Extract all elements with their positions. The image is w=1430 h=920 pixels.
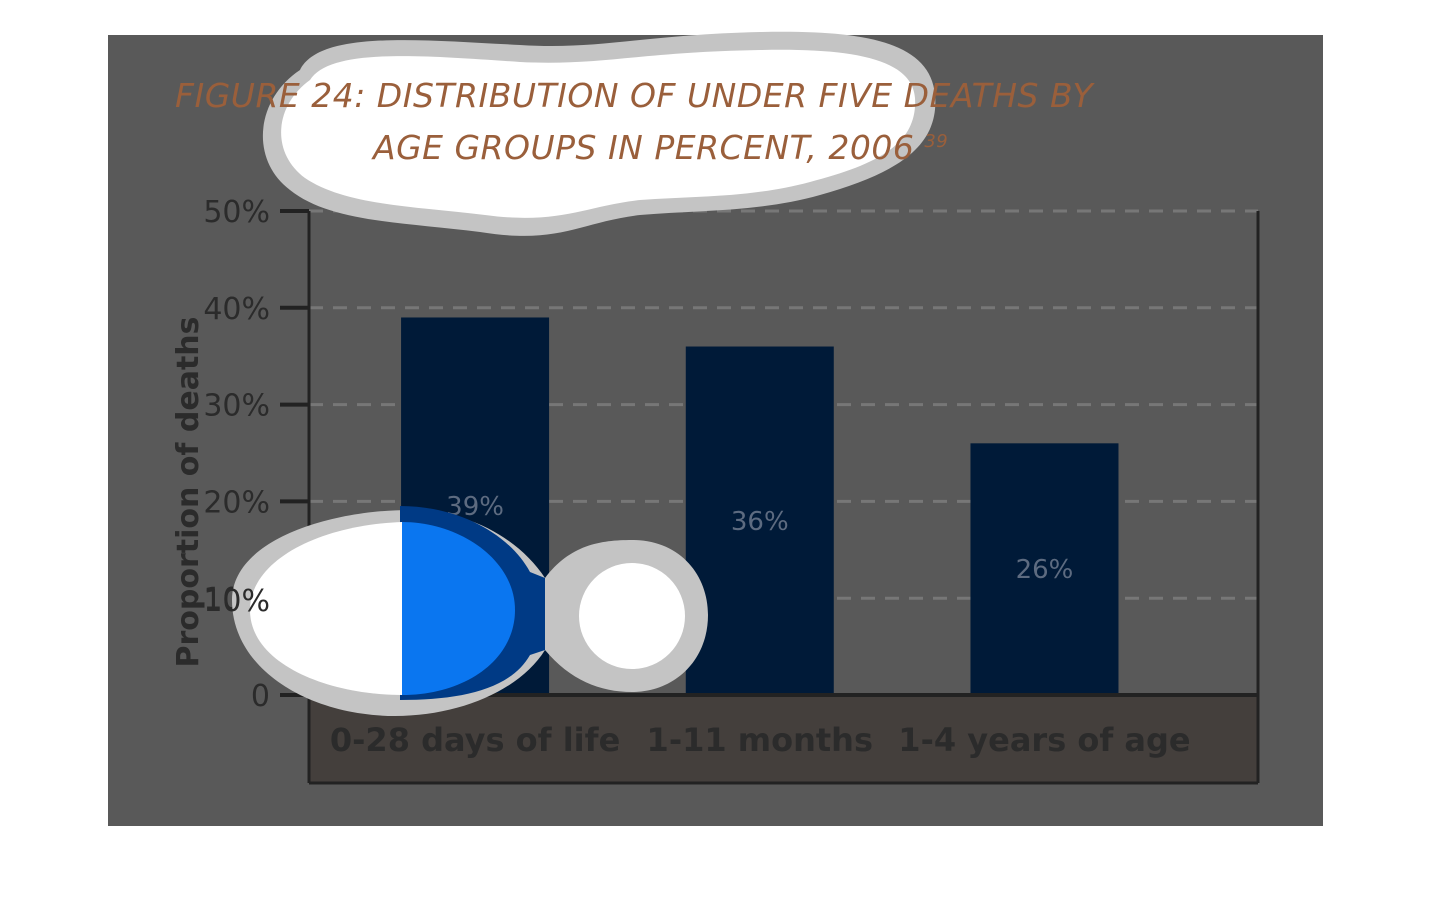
cursor-blob-white <box>250 522 402 695</box>
chart-title-line-2: AGE GROUPS IN PERCENT, 2006 39 <box>371 128 948 167</box>
chart-title-line-2-text: AGE GROUPS IN PERCENT, 2006 <box>371 128 914 167</box>
cursor-dot <box>579 563 685 669</box>
x-axis-band <box>309 697 1258 783</box>
cursor-highlight-blue <box>402 522 515 695</box>
bars <box>401 317 1119 695</box>
xtick-label-1: 1-11 months <box>647 721 873 759</box>
ytick-label-20: 20% <box>203 485 270 520</box>
ytick-label-0: 0 <box>251 679 270 714</box>
data-label-2: 26% <box>1016 555 1074 585</box>
xtick-label-2: 1-4 years of age <box>898 721 1190 759</box>
data-label-1: 36% <box>731 507 789 537</box>
title-blob <box>281 49 916 218</box>
title-superscript: 39 <box>924 131 948 152</box>
y-axis-label: Proportion of deaths <box>171 316 206 667</box>
xtick-label-0: 0-28 days of life <box>330 721 620 759</box>
ytick-label-40: 40% <box>203 292 270 327</box>
chart-title-line-1: FIGURE 24: DISTRIBUTION OF UNDER FIVE DE… <box>175 76 1096 115</box>
ytick-label-50: 50% <box>203 195 270 230</box>
bar-1 <box>685 346 834 695</box>
ytick-label-30: 30% <box>203 389 270 424</box>
data-labels: 39% 36%26% <box>446 492 1073 585</box>
x-axis-ticks: 0-28 days of life 1-11 months 1-4 years of… <box>330 721 1191 759</box>
bar-2 <box>970 443 1119 695</box>
ytick-label-10-overlay: 10% <box>203 584 270 619</box>
